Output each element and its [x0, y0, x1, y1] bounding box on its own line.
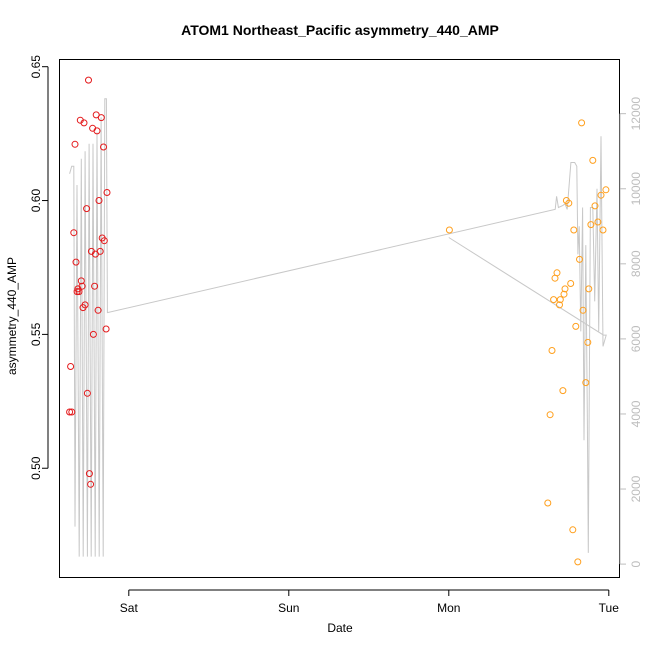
sensor-line-layer — [69, 98, 607, 557]
data-point-series1 — [96, 247, 104, 255]
data-point-series1 — [94, 306, 102, 314]
data-point-series2 — [585, 285, 593, 293]
data-point-series1 — [78, 282, 86, 290]
axes-layer: Sat Sun Mon Tue 0.50 0.55 0.60 0.65 0 2000 4000 600… — [29, 55, 643, 615]
data-point-series2 — [594, 218, 602, 226]
data-point-series2 — [591, 202, 599, 210]
data-point-series2 — [544, 499, 552, 507]
data-point-series2 — [550, 296, 558, 304]
data-point-series1 — [67, 363, 75, 370]
x-tick-label: Sun — [278, 601, 299, 615]
x-axis-label: Date — [327, 621, 353, 635]
data-point-series2 — [559, 387, 567, 395]
data-point-series1 — [83, 389, 91, 397]
data-point-series2 — [574, 558, 582, 566]
data-point-series2 — [587, 221, 595, 229]
data-point-series1 — [103, 189, 111, 196]
data-point-series1 — [72, 258, 80, 266]
y-tick-label: 0.65 — [29, 55, 43, 79]
y2-tick-label: 10000 — [629, 172, 643, 206]
y2-tick-label: 2000 — [629, 475, 643, 502]
data-point-series1 — [89, 330, 97, 338]
data-point-series1 — [85, 470, 93, 478]
y-tick-label: 0.60 — [29, 189, 43, 213]
x-tick-label: Tue — [599, 601, 620, 615]
data-point-series1 — [95, 197, 103, 204]
data-point-series1 — [75, 288, 83, 296]
data-point-series2 — [579, 306, 587, 314]
data-point-series1 — [77, 277, 85, 285]
data-point-series1 — [70, 229, 78, 237]
data-point-series1 — [81, 301, 89, 309]
data-point-series2 — [602, 186, 610, 194]
data-point-series2 — [548, 347, 556, 354]
y2-tick-label: 6000 — [629, 325, 643, 352]
data-point-series2 — [570, 226, 578, 234]
data-point-series1 — [93, 127, 101, 135]
data-point-series2 — [582, 379, 590, 387]
data-point-series2 — [561, 285, 569, 293]
data-point-series1 — [97, 114, 105, 122]
x-tick-label: Mon — [437, 601, 460, 615]
data-point-series1 — [102, 325, 110, 333]
data-point-series2 — [584, 338, 592, 346]
data-point-series1 — [91, 282, 99, 290]
plot-frame — [59, 59, 620, 578]
data-point-series2 — [553, 269, 561, 277]
data-point-series2 — [567, 280, 575, 287]
data-point-series2 — [569, 526, 577, 534]
data-point-series2 — [556, 301, 563, 309]
y-tick-label: 0.50 — [29, 456, 43, 480]
data-point-series1 — [68, 408, 76, 416]
data-point-series1 — [80, 119, 88, 127]
data-point-series2 — [578, 119, 586, 127]
data-point-series1 — [100, 237, 108, 245]
data-point-series1 — [83, 205, 91, 213]
y2-tick-label: 8000 — [629, 250, 643, 277]
data-point-series2 — [576, 255, 583, 263]
data-point-series2 — [597, 191, 605, 199]
data-point-series1 — [71, 140, 79, 148]
data-point-series1 — [100, 143, 107, 151]
data-point-series2 — [560, 290, 568, 298]
data-point-series2 — [599, 226, 607, 234]
series-line-secondary — [69, 98, 607, 557]
data-point-series2 — [556, 296, 564, 304]
data-point-series2 — [572, 322, 580, 330]
y-tick-label: 0.55 — [29, 322, 43, 346]
data-point-series2 — [565, 199, 573, 207]
data-point-series1 — [87, 480, 95, 488]
chart-title: ATOM1 Northeast_Pacific asymmetry_440_AM… — [181, 22, 499, 38]
data-point-series2 — [546, 411, 554, 419]
y-axis-label: asymmetry_440_AMP — [5, 257, 19, 375]
y2-tick-label: 4000 — [629, 400, 643, 427]
data-point-series2 — [589, 156, 597, 164]
data-point-series1 — [85, 76, 92, 84]
data-point-series1 — [66, 408, 74, 416]
x-tick-label: Sat — [120, 601, 139, 615]
y2-tick-label: 0 — [629, 560, 643, 567]
data-point-series2 — [445, 226, 453, 234]
points-layer — [66, 76, 610, 566]
y2-tick-label: 12000 — [629, 97, 643, 131]
